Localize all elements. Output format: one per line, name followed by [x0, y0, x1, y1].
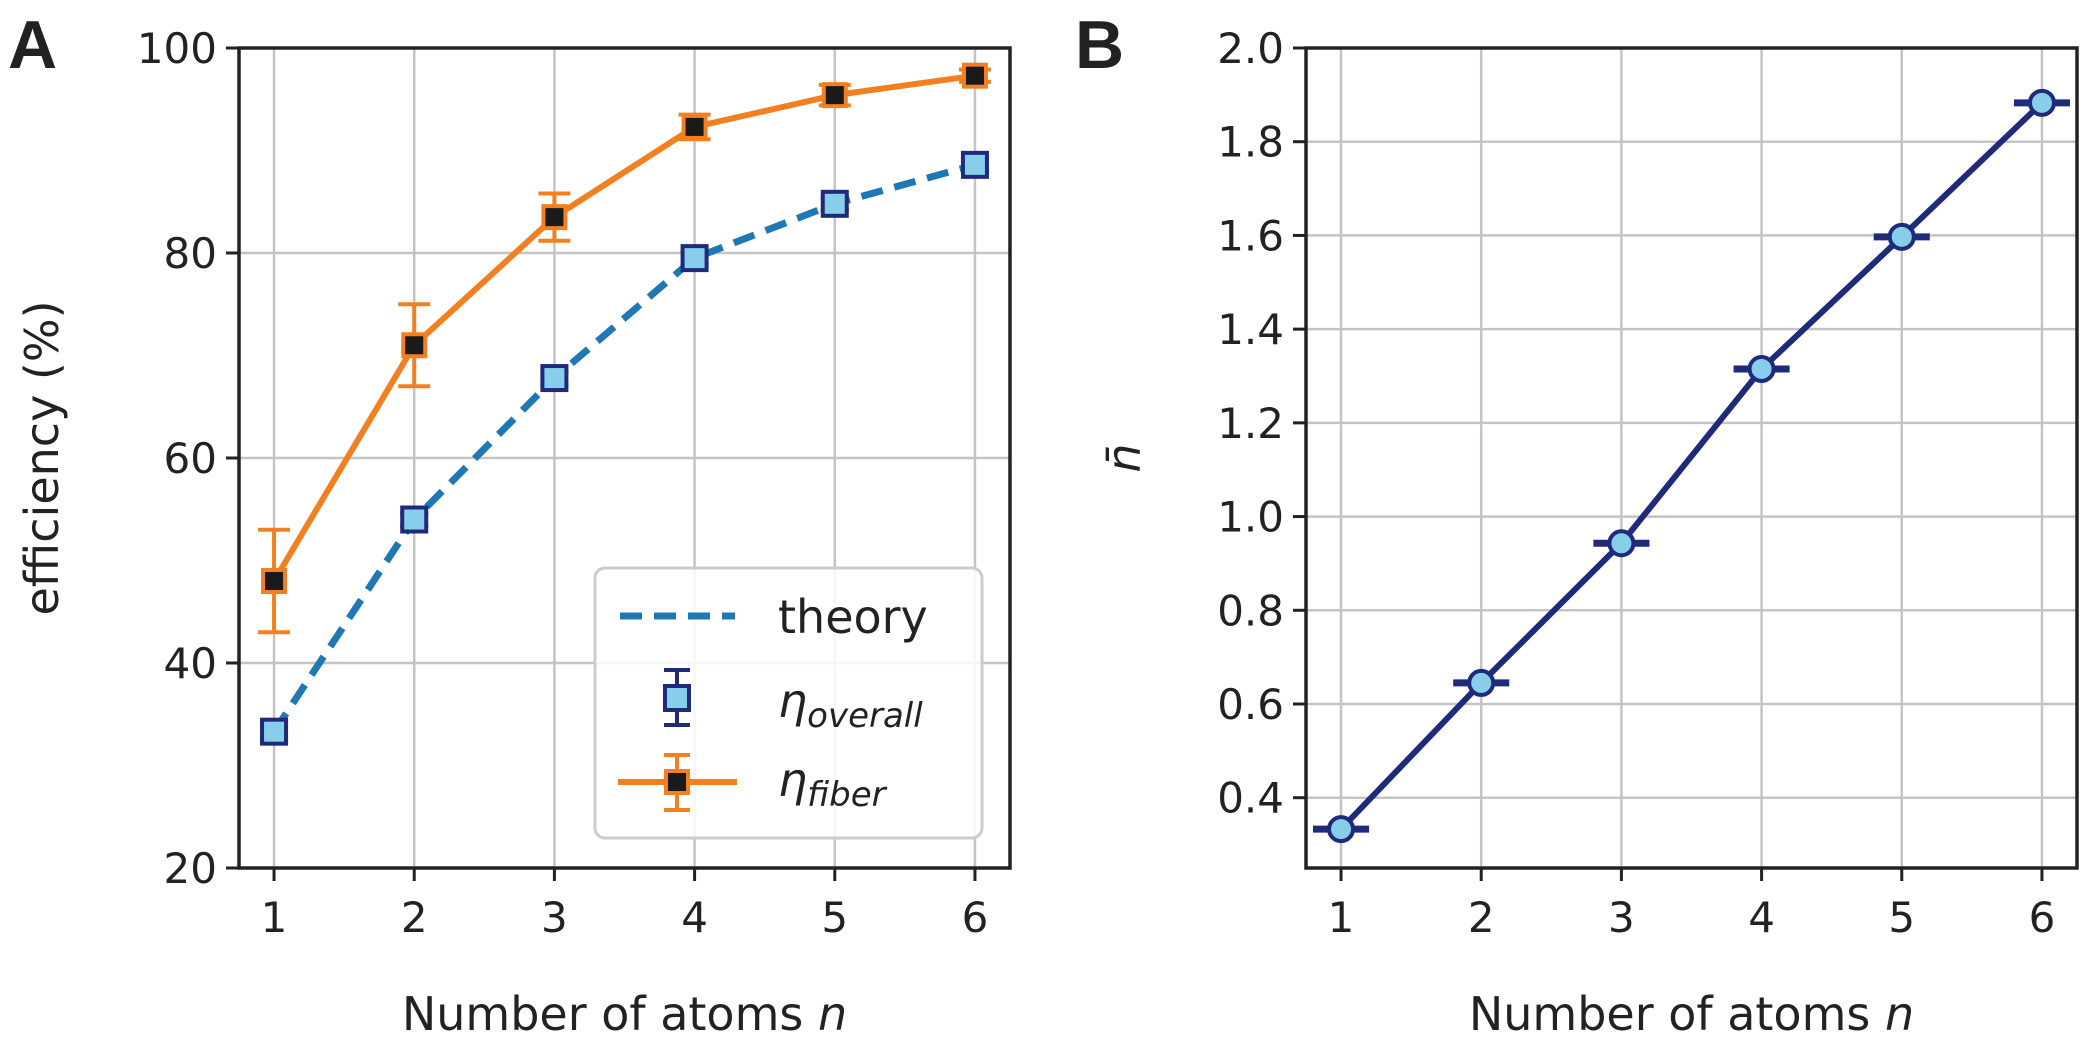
eta-fiber-line — [271, 72, 976, 583]
panel-a-xtick-label: 1 — [261, 893, 288, 942]
panel-b-xtick-label: 4 — [1748, 893, 1775, 942]
panel-label-b: B — [1075, 7, 1124, 83]
panel-a-ytick-label: 100 — [137, 24, 217, 73]
legend-label-eta-overall: ηoverall — [778, 674, 923, 736]
panel-b-grid — [1306, 46, 2077, 868]
legend-key-eta-overall-marker — [663, 684, 691, 712]
panel-b-ylabel: n̄ — [1097, 443, 1151, 472]
eta-fiber-point — [261, 568, 288, 594]
panel-b-ticks: 1 2 3 4 5 6 0.4 0.6 0.8 1.0 1.2 1.4 1.6 1.8 2.0 — [1217, 24, 2055, 942]
panel-a-ticks: 1 2 3 4 5 6 20 40 60 80 100 — [137, 24, 988, 942]
legend-key-eta-fiber-marker — [664, 769, 690, 795]
panel-a-legend: theory ηoverall ηfiber — [593, 566, 984, 840]
eta-fiber-point — [681, 113, 708, 140]
panel-a-ytick-label: 20 — [164, 844, 217, 893]
eta-overall-point — [540, 364, 569, 393]
panel-b-ytick-label: 1.8 — [1217, 118, 1284, 167]
panel-a-xtick-label: 6 — [962, 893, 989, 942]
panel-b-ytick-label: 1.6 — [1217, 211, 1284, 260]
panel-a-ytick-label: 60 — [164, 434, 217, 483]
nbar-point — [1747, 354, 1776, 383]
panel-a-xtick-label: 3 — [541, 893, 568, 942]
nbar-point — [1607, 529, 1636, 558]
legend-box — [593, 566, 984, 840]
panel-b-data — [1313, 88, 2070, 844]
panel-b-xtick-label: 2 — [1468, 893, 1495, 942]
panel-label-a: A — [8, 7, 57, 83]
panel-a-xtick-label: 2 — [401, 893, 428, 942]
panel-b-ytick-label: 2.0 — [1217, 24, 1284, 73]
panel-b-ytick-label: 1.0 — [1217, 493, 1284, 542]
eta-fiber-point — [821, 82, 848, 109]
panel-b-xtick-label: 6 — [2029, 893, 2056, 942]
eta-overall-point — [680, 244, 709, 273]
panel-a-ylabel: efficiency (%) — [15, 300, 69, 615]
theory-curve — [271, 161, 976, 734]
panel-b-ytick-label: 1.4 — [1217, 305, 1284, 354]
panel-b-xtick-label: 1 — [1328, 893, 1355, 942]
nbar-point — [2027, 88, 2056, 117]
eta-overall-point — [820, 189, 849, 218]
panel-a-data — [258, 62, 991, 746]
panel-a-xlabel: Number of atoms n — [402, 987, 847, 1041]
panel-a-xtick-label: 4 — [681, 893, 708, 942]
eta-overall-point — [960, 150, 989, 179]
panel-a-ytick-label: 80 — [164, 229, 217, 278]
nbar-point — [1887, 222, 1916, 251]
nbar-line — [1338, 100, 2045, 832]
panel-b-ytick-label: 0.6 — [1217, 680, 1284, 729]
panel-b-xtick-label: 5 — [1888, 893, 1915, 942]
legend-label-theory: theory — [778, 590, 928, 644]
panel-b-ytick-label: 0.8 — [1217, 586, 1284, 635]
eta-fiber-point — [541, 204, 568, 231]
eta-overall-point — [260, 717, 289, 746]
panel-b-ytick-label: 0.4 — [1217, 774, 1284, 823]
panel-a-xtick-label: 5 — [821, 893, 848, 942]
eta-overall-point — [400, 505, 429, 534]
eta-fiber-point — [401, 332, 428, 359]
panel-b-ytick-label: 1.2 — [1217, 399, 1284, 448]
panel-b-xlabel: Number of atoms n — [1469, 987, 1914, 1041]
nbar-point — [1327, 815, 1356, 844]
panel-b-frame — [1304, 46, 2079, 870]
nbar-point — [1467, 668, 1496, 697]
panel-b-xtick-label: 3 — [1608, 893, 1635, 942]
panel-a-ytick-label: 40 — [164, 639, 217, 688]
legend-label-eta-fiber: ηfiber — [778, 753, 888, 815]
legend-keys — [618, 612, 737, 812]
eta-fiber-point — [961, 62, 988, 89]
